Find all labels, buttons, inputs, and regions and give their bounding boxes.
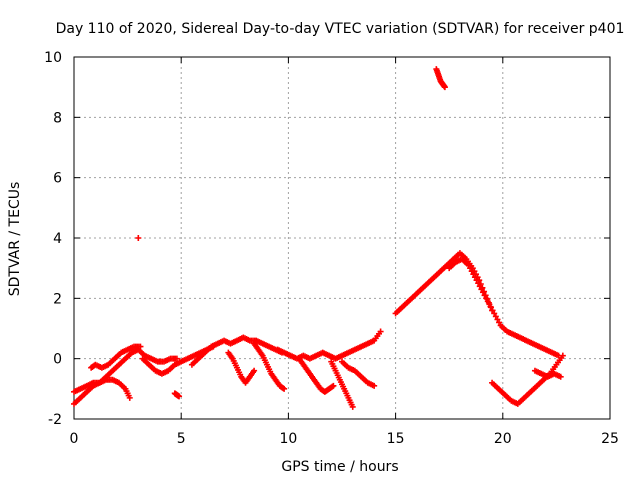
grid-lines [74,57,610,419]
data-point [478,286,485,293]
data-point [465,262,472,269]
x-tick-label: 5 [177,431,186,447]
data-point [471,274,478,281]
data-point [330,382,337,389]
data-point-fill [483,295,490,302]
x-tick-label: 20 [494,431,512,447]
data-point [371,382,378,389]
data-point [377,328,384,335]
data-point [176,393,183,400]
y-tick-label: 10 [44,50,62,66]
chart-title: Day 110 of 2020, Sidereal Day-to-day VTE… [56,21,625,37]
y-axis-label: SDTVAR / TECUs [7,182,23,297]
data-point-fill [494,316,501,323]
y-tick-label: 0 [53,352,62,368]
x-tick-label: 10 [279,431,297,447]
data-point [137,343,144,350]
data-point [491,310,498,317]
data-point-fill [496,319,503,326]
data-point [135,235,142,241]
data-point [281,385,288,392]
y-tick-label: -2 [48,412,62,428]
data-point [349,403,356,410]
data-point-fill [488,304,495,311]
data-point-fill [470,271,477,278]
x-tick-label: 15 [387,431,405,447]
data-point-fill [492,313,499,320]
data-point-fill [467,265,474,272]
x-tick-label: 0 [70,431,79,447]
data-points [71,66,566,410]
data-point-fill [473,277,480,284]
data-point-fill [475,280,482,287]
y-tick-label: 4 [53,231,62,247]
data-point-fill [468,268,475,275]
data-point-fill [489,307,496,314]
y-tick-label: 8 [53,110,62,126]
data-point [251,367,258,374]
data-point-fill [481,292,488,299]
y-tick-label: 6 [53,171,62,187]
data-point [441,84,448,91]
data-point [126,394,133,401]
axis-ticks: 0 5 10 15 20 25 -2 0 2 4 6 8 10 [44,50,619,447]
data-point-fill [479,289,486,296]
data-point [557,373,564,380]
data-point [173,355,180,362]
x-tick-label: 25 [601,431,619,447]
y-tick-label: 2 [53,291,62,307]
data-point [559,352,566,359]
data-point-fill [486,301,493,308]
data-point [484,298,491,305]
x-axis-label: GPS time / hours [281,459,398,475]
data-point-fill [476,283,483,290]
